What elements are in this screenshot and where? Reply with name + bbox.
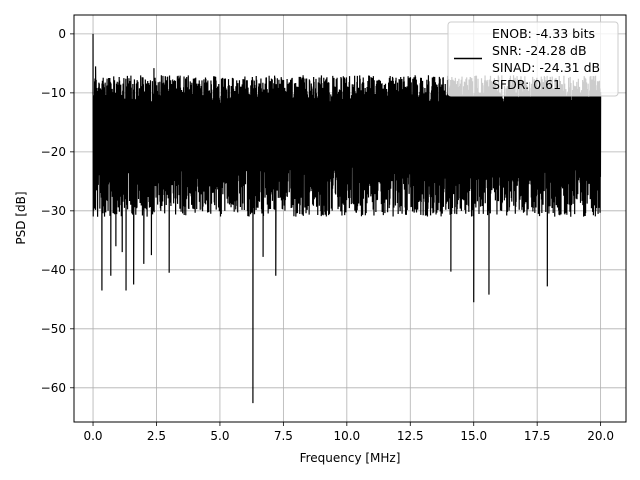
psd-series-line [92, 33, 602, 404]
y-axis-ticks: 0 −10 −20 −30 −40 −50 −60 [41, 27, 74, 395]
x-axis-label: Frequency [MHz] [300, 451, 401, 465]
plot-area [92, 33, 602, 404]
y-tick-label: −60 [41, 381, 66, 395]
x-axis-ticks: 0.0 2.5 5.0 7.5 10.0 12.5 15.0 17.5 20.0 [83, 422, 614, 443]
x-tick-label: 17.5 [524, 429, 551, 443]
x-tick-label: 20.0 [587, 429, 614, 443]
x-tick-label: 5.0 [210, 429, 229, 443]
y-axis-label: PSD [dB] [14, 191, 28, 244]
legend: ENOB: -4.33 bits SNR: -24.28 dB SINAD: -… [447, 21, 619, 97]
x-tick-label: 10.0 [333, 429, 360, 443]
y-tick-label: −40 [41, 263, 66, 277]
x-tick-label: 7.5 [274, 429, 293, 443]
x-tick-label: 12.5 [397, 429, 424, 443]
legend-entry-snr: SNR: -24.28 dB [492, 43, 587, 58]
legend-box [447, 21, 619, 97]
y-tick-label: −30 [41, 204, 66, 218]
x-tick-label: 2.5 [147, 429, 166, 443]
y-tick-label: −20 [41, 145, 66, 159]
legend-entry-enob: ENOB: -4.33 bits [492, 26, 595, 41]
x-tick-label: 15.0 [460, 429, 487, 443]
x-tick-label: 0.0 [83, 429, 102, 443]
legend-entry-sinad: SINAD: -24.31 dB [492, 60, 600, 75]
axes-frame [73, 14, 627, 423]
y-tick-label: −10 [41, 86, 66, 100]
y-tick-label: 0 [58, 27, 66, 41]
legend-entry-sfdr: SFDR: 0.61 [492, 77, 561, 92]
y-tick-label: −50 [41, 322, 66, 336]
